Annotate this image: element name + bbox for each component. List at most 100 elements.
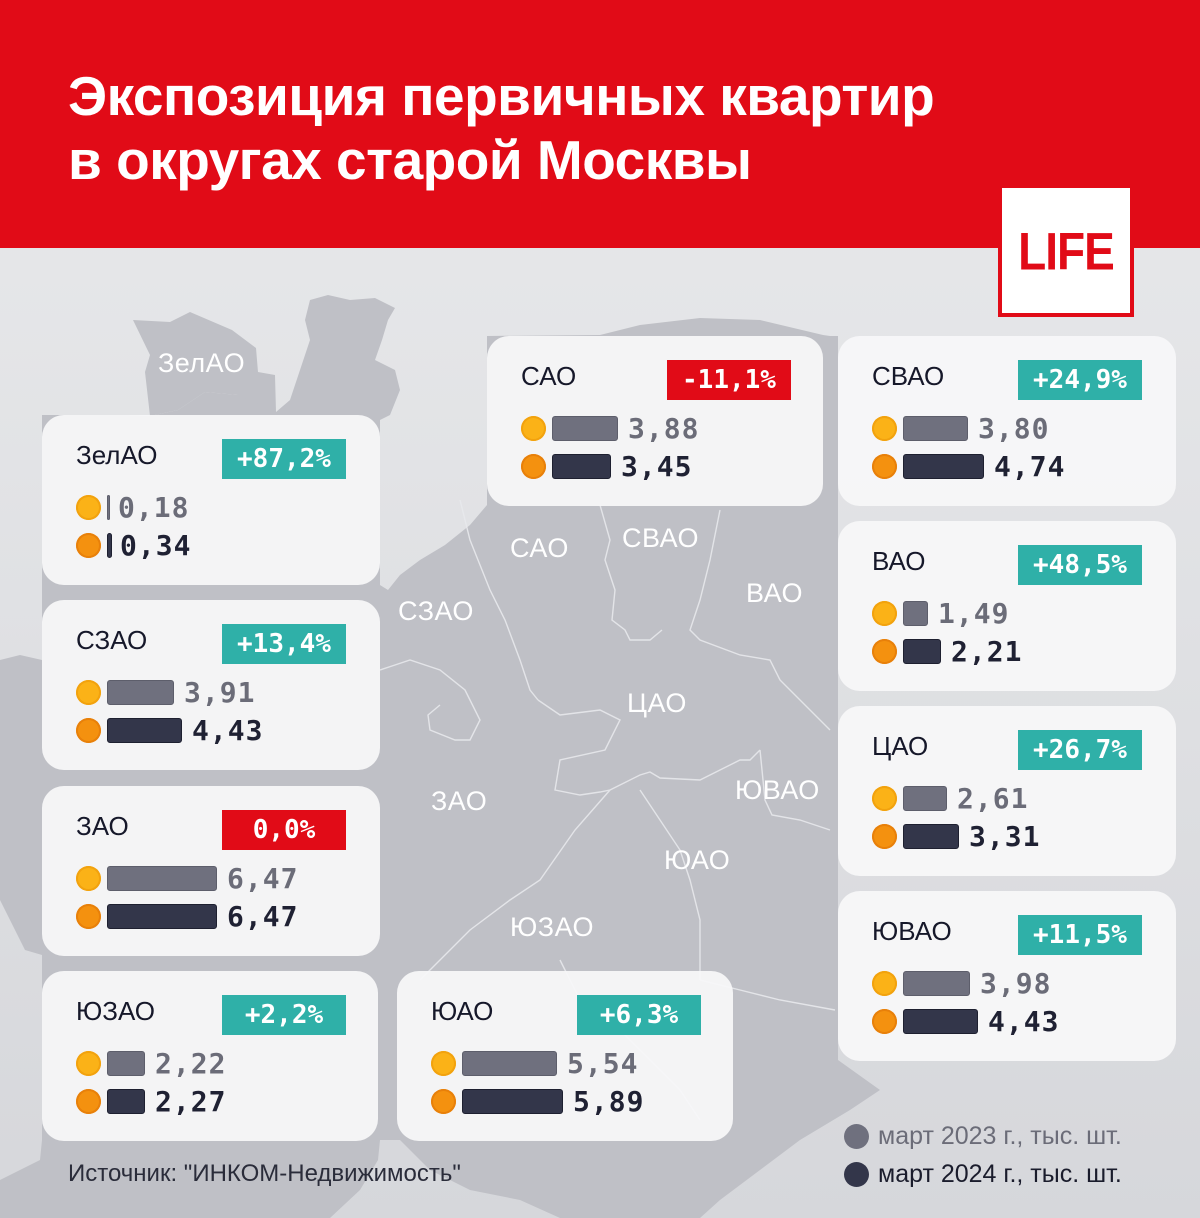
- district-name: ЦАО: [872, 731, 929, 761]
- change-badge: +13,4%: [222, 624, 346, 664]
- page-title: Экспозиция первичных квартир в округах с…: [68, 64, 935, 192]
- district-card-zao: ЗАО 0,0% 6,47 6,47: [42, 786, 380, 956]
- legend-dot-2023-icon: [844, 1123, 869, 1149]
- map-label-yuao: ЮАО: [664, 845, 731, 875]
- row-2024: 6,47: [76, 899, 299, 933]
- map-label-sao: САО: [510, 533, 569, 563]
- row-2024: 3,45: [521, 450, 692, 483]
- logo-text: LIFE: [1018, 220, 1115, 281]
- dot-2023-icon: [76, 679, 101, 705]
- row-2024: 4,43: [76, 714, 263, 747]
- row-2023: 2,61: [872, 781, 1029, 815]
- bar-2024: [552, 453, 611, 479]
- title-line-1: Экспозиция первичных квартир: [68, 65, 935, 127]
- dot-2023-icon: [872, 600, 897, 626]
- value-2024: 2,21: [951, 634, 1023, 668]
- bar-2024: [903, 453, 984, 479]
- row-2023: 5,54: [431, 1046, 639, 1080]
- district-card-svao: СВАО +24,9% 3,80 4,74: [838, 336, 1176, 506]
- bar-2023: [462, 1050, 557, 1076]
- value-2024: 0,34: [120, 528, 192, 562]
- bar-2023: [903, 785, 947, 811]
- row-2024: 4,43: [872, 1005, 1059, 1038]
- change-badge: +6,3%: [577, 995, 701, 1035]
- dot-2023-icon: [872, 970, 897, 996]
- bar-2024: [107, 532, 112, 558]
- value-2024: 4,74: [994, 449, 1066, 483]
- dot-2024-icon: [76, 1088, 101, 1114]
- district-name: САО: [521, 361, 577, 391]
- row-2024: 3,31: [872, 820, 1040, 853]
- legend-label-2024: март 2024 г., тыс. шт.: [878, 1159, 1122, 1188]
- life-logo: LIFE: [998, 184, 1134, 317]
- bar-2023: [107, 865, 217, 891]
- change-badge: +24,9%: [1018, 360, 1142, 400]
- district-name: СВАО: [872, 361, 945, 391]
- district-name: СЗАО: [76, 625, 148, 655]
- value-2023: 3,88: [628, 411, 700, 445]
- bar-2024: [107, 717, 182, 743]
- map-label-zelao: ЗелАО: [158, 348, 246, 378]
- district-name: ВАО: [872, 546, 926, 576]
- district-card-vao: ВАО +48,5% 1,49 2,21: [838, 521, 1176, 691]
- header-banner: Экспозиция первичных квартир в округах с…: [0, 0, 1200, 248]
- map-label-szao: СЗАО: [398, 596, 474, 626]
- map-label-zao: ЗАО: [431, 786, 488, 816]
- value-2024: 2,27: [155, 1084, 227, 1118]
- district-name: ЗАО: [76, 811, 129, 841]
- map-label-yuvao: ЮВАО: [735, 775, 820, 805]
- district-name: ЮЗАО: [76, 996, 155, 1026]
- dot-2024-icon: [431, 1088, 456, 1114]
- dot-2023-icon: [76, 1050, 101, 1076]
- district-name: ЗелАО: [76, 440, 158, 470]
- value-2023: 5,54: [567, 1046, 639, 1080]
- dot-2024-icon: [76, 532, 101, 558]
- bar-2023: [107, 1050, 145, 1076]
- district-name: ЮАО: [431, 996, 494, 1026]
- dot-2023-icon: [431, 1050, 456, 1076]
- district-card-yuzao: ЮЗАО +2,2% 2,22 2,27: [42, 971, 378, 1141]
- dot-2024-icon: [872, 823, 897, 849]
- district-card-yuvao: ЮВАО +11,5% 3,98 4,43: [838, 891, 1176, 1061]
- value-2023: 3,98: [980, 966, 1052, 1000]
- district-card-tsao: ЦАО +26,7% 2,61 3,31: [838, 706, 1176, 876]
- value-2023: 2,61: [957, 781, 1029, 815]
- dot-2024-icon: [521, 453, 546, 479]
- change-badge: +2,2%: [222, 995, 346, 1035]
- dot-2024-icon: [872, 638, 897, 664]
- district-card-zelao: ЗелАО +87,2% 0,18 0,34: [42, 415, 380, 585]
- legend-label-2023: март 2023 г., тыс. шт.: [878, 1121, 1122, 1150]
- district-card-yuao: ЮАО +6,3% 5,54 5,89: [397, 971, 733, 1141]
- bar-2024: [903, 638, 941, 664]
- source-note: Источник: "ИНКОМ-Недвижимость": [68, 1160, 461, 1187]
- value-2023: 3,91: [184, 675, 256, 709]
- district-card-szao: СЗАО +13,4% 3,91 4,43: [42, 600, 380, 770]
- bar-2024: [903, 823, 959, 849]
- map-label-vao: ВАО: [746, 578, 804, 608]
- bar-2024: [107, 1088, 145, 1114]
- dot-2024-icon: [76, 717, 101, 743]
- row-2023: 1,49: [872, 597, 1009, 630]
- row-2023: 0,18: [76, 491, 189, 524]
- value-2023: 2,22: [155, 1046, 227, 1080]
- map-label-yuzao: ЮЗАО: [510, 912, 595, 942]
- row-2024: 0,34: [76, 528, 192, 562]
- change-badge: 0,0%: [222, 810, 346, 850]
- dot-2023-icon: [76, 494, 101, 520]
- change-badge: +87,2%: [222, 439, 346, 479]
- district-card-sao: САО -11,1% 3,88 3,45: [487, 336, 823, 506]
- row-2023: 2,22: [76, 1046, 227, 1080]
- row-2023: 3,98: [872, 966, 1052, 1000]
- row-2023: 3,88: [521, 411, 700, 445]
- row-2024: 2,21: [872, 634, 1023, 668]
- bar-2023: [107, 494, 110, 520]
- legend-item-2023: март 2023 г., тыс. шт.: [844, 1117, 1122, 1155]
- map-label-svao: СВАО: [622, 523, 700, 553]
- legend: март 2023 г., тыс. шт. март 2024 г., тыс…: [844, 1117, 1122, 1193]
- value-2023: 3,80: [978, 411, 1050, 445]
- value-2024: 6,47: [227, 899, 299, 933]
- bar-2024: [462, 1088, 563, 1114]
- change-badge: +26,7%: [1018, 730, 1142, 770]
- legend-item-2024: март 2024 г., тыс. шт.: [844, 1155, 1122, 1193]
- value-2023: 6,47: [227, 861, 299, 895]
